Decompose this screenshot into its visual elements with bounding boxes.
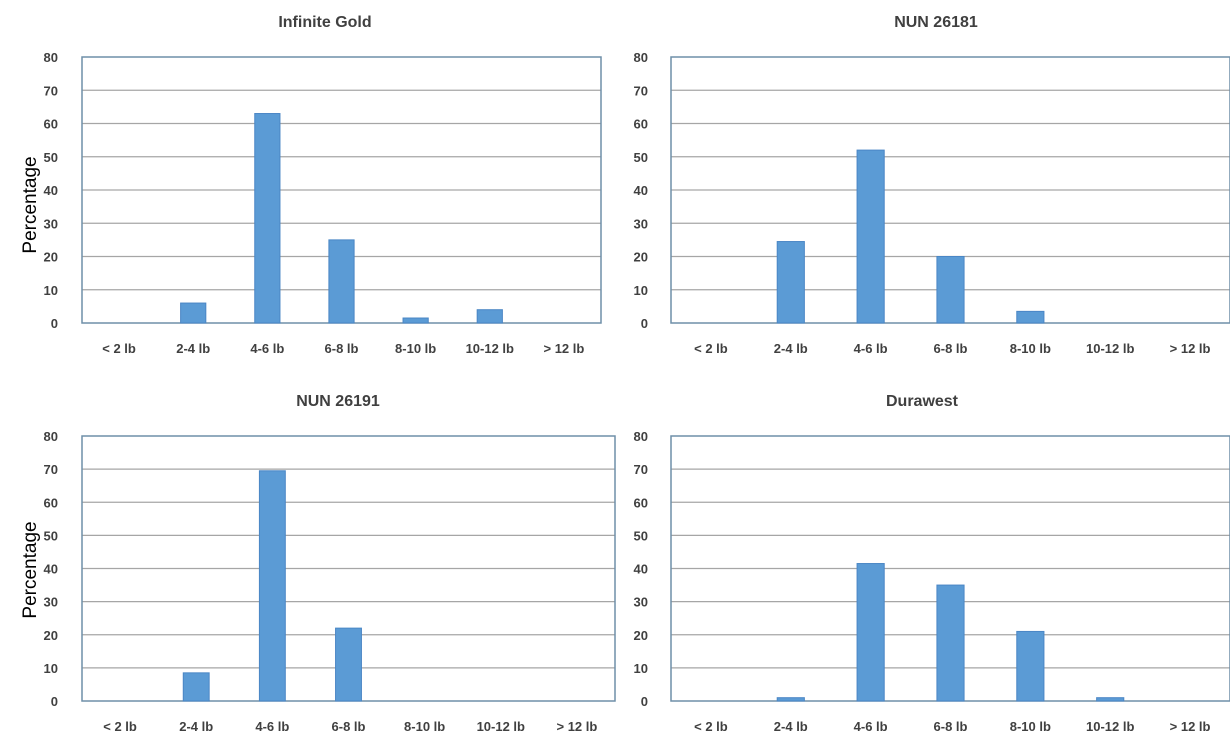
x-tick-label: 10-12 lb bbox=[477, 719, 525, 734]
y-tick-label: 70 bbox=[44, 462, 58, 477]
y-tick-label: 30 bbox=[634, 216, 648, 231]
chart-title: NUN 26181 bbox=[894, 14, 978, 31]
bar bbox=[1096, 697, 1125, 702]
y-tick-label: 60 bbox=[44, 495, 58, 510]
y-tick-label: 10 bbox=[44, 283, 58, 298]
y-tick-label: 10 bbox=[44, 661, 58, 676]
x-tick-label: 6-8 lb bbox=[934, 719, 968, 734]
x-tick-label: > 12 lb bbox=[1170, 719, 1211, 734]
y-tick-label: 50 bbox=[44, 528, 58, 543]
bar bbox=[776, 241, 805, 324]
bar bbox=[328, 239, 355, 324]
x-tick-label: 8-10 lb bbox=[1010, 341, 1051, 356]
x-tick-label: 4-6 lb bbox=[250, 341, 284, 356]
chart-title: NUN 26191 bbox=[296, 393, 380, 410]
y-tick-label: 70 bbox=[44, 83, 58, 98]
y-tick-label: 20 bbox=[44, 628, 58, 643]
x-tick-label: 2-4 lb bbox=[179, 719, 213, 734]
bar bbox=[476, 309, 503, 324]
x-tick-label: 6-8 lb bbox=[934, 341, 968, 356]
x-tick-label: 8-10 lb bbox=[1010, 719, 1051, 734]
bar bbox=[936, 584, 965, 702]
bar bbox=[402, 317, 429, 324]
y-tick-label: 0 bbox=[641, 694, 648, 709]
y-tick-label: 40 bbox=[634, 562, 648, 577]
x-tick-label: 8-10 lb bbox=[395, 341, 436, 356]
y-tick-label: 20 bbox=[44, 250, 58, 265]
x-tick-label: 4-6 lb bbox=[854, 719, 888, 734]
y-axis-label: Percentage bbox=[20, 156, 41, 253]
bar bbox=[856, 563, 885, 702]
bar bbox=[936, 256, 965, 324]
x-tick-label: > 12 lb bbox=[557, 719, 598, 734]
x-tick-label: > 12 lb bbox=[1170, 341, 1211, 356]
x-tick-label: 10-12 lb bbox=[1086, 719, 1134, 734]
y-tick-label: 60 bbox=[634, 117, 648, 132]
y-tick-label: 50 bbox=[634, 150, 648, 165]
y-tick-label: 10 bbox=[634, 283, 648, 298]
bar bbox=[182, 672, 210, 702]
x-tick-label: < 2 lb bbox=[694, 719, 728, 734]
x-tick-label: < 2 lb bbox=[102, 341, 136, 356]
bar bbox=[776, 697, 805, 702]
y-tick-label: 40 bbox=[634, 183, 648, 198]
y-tick-label: 60 bbox=[634, 495, 648, 510]
x-tick-label: 4-6 lb bbox=[255, 719, 289, 734]
y-tick-label: 80 bbox=[44, 429, 58, 444]
y-tick-label: 80 bbox=[44, 50, 58, 65]
y-tick-label: 50 bbox=[44, 150, 58, 165]
x-tick-label: 10-12 lb bbox=[1086, 341, 1134, 356]
y-tick-label: 30 bbox=[44, 216, 58, 231]
y-tick-label: 30 bbox=[44, 595, 58, 610]
y-tick-label: 40 bbox=[44, 183, 58, 198]
chart-title: Infinite Gold bbox=[278, 14, 371, 31]
x-tick-label: > 12 lb bbox=[544, 341, 585, 356]
y-tick-label: 0 bbox=[641, 316, 648, 331]
y-tick-label: 30 bbox=[634, 595, 648, 610]
chart-title: Durawest bbox=[886, 393, 959, 410]
bar bbox=[254, 113, 281, 324]
x-tick-label: < 2 lb bbox=[694, 341, 728, 356]
x-tick-label: 6-8 lb bbox=[325, 341, 359, 356]
y-tick-label: 20 bbox=[634, 250, 648, 265]
y-tick-label: 70 bbox=[634, 462, 648, 477]
x-tick-label: 2-4 lb bbox=[176, 341, 210, 356]
bar bbox=[180, 302, 207, 324]
bar bbox=[1016, 630, 1045, 702]
y-tick-label: 0 bbox=[51, 694, 58, 709]
x-tick-label: 4-6 lb bbox=[854, 341, 888, 356]
y-tick-label: 40 bbox=[44, 562, 58, 577]
y-tick-label: 80 bbox=[634, 429, 648, 444]
bar bbox=[856, 149, 885, 324]
y-tick-label: 60 bbox=[44, 117, 58, 132]
x-tick-label: 8-10 lb bbox=[404, 719, 445, 734]
y-tick-label: 50 bbox=[634, 528, 648, 543]
chart-panel-nun-26191: NUN 26191 Percentage 0 10 20 30 40 50 60 70 80 < … bbox=[20, 393, 616, 734]
y-tick-label: 0 bbox=[51, 316, 58, 331]
bar bbox=[1016, 310, 1045, 324]
x-tick-label: 2-4 lb bbox=[774, 719, 808, 734]
chart-panel-durawest: Durawest 0 10 20 30 40 50 60 70 80 < 2 lb 2-4 lb 4-… bbox=[634, 393, 1230, 734]
bar bbox=[258, 470, 286, 702]
chart-panel-infinite-gold: Infinite Gold Percentage 0 10 20 30 40 50 60 70… bbox=[20, 14, 602, 356]
y-tick-label: 10 bbox=[634, 661, 648, 676]
y-tick-label: 20 bbox=[634, 628, 648, 643]
x-tick-label: 6-8 lb bbox=[332, 719, 366, 734]
x-tick-label: 2-4 lb bbox=[774, 341, 808, 356]
x-tick-label: < 2 lb bbox=[103, 719, 137, 734]
y-axis-label: Percentage bbox=[20, 521, 41, 618]
y-tick-label: 70 bbox=[634, 83, 648, 98]
bar bbox=[335, 627, 362, 702]
y-tick-label: 80 bbox=[634, 50, 648, 65]
x-tick-label: 10-12 lb bbox=[466, 341, 514, 356]
chart-panel-nun-26181: NUN 26181 0 10 20 30 40 50 60 70 80 < 2 lb 2-4 lb 4… bbox=[634, 14, 1230, 356]
